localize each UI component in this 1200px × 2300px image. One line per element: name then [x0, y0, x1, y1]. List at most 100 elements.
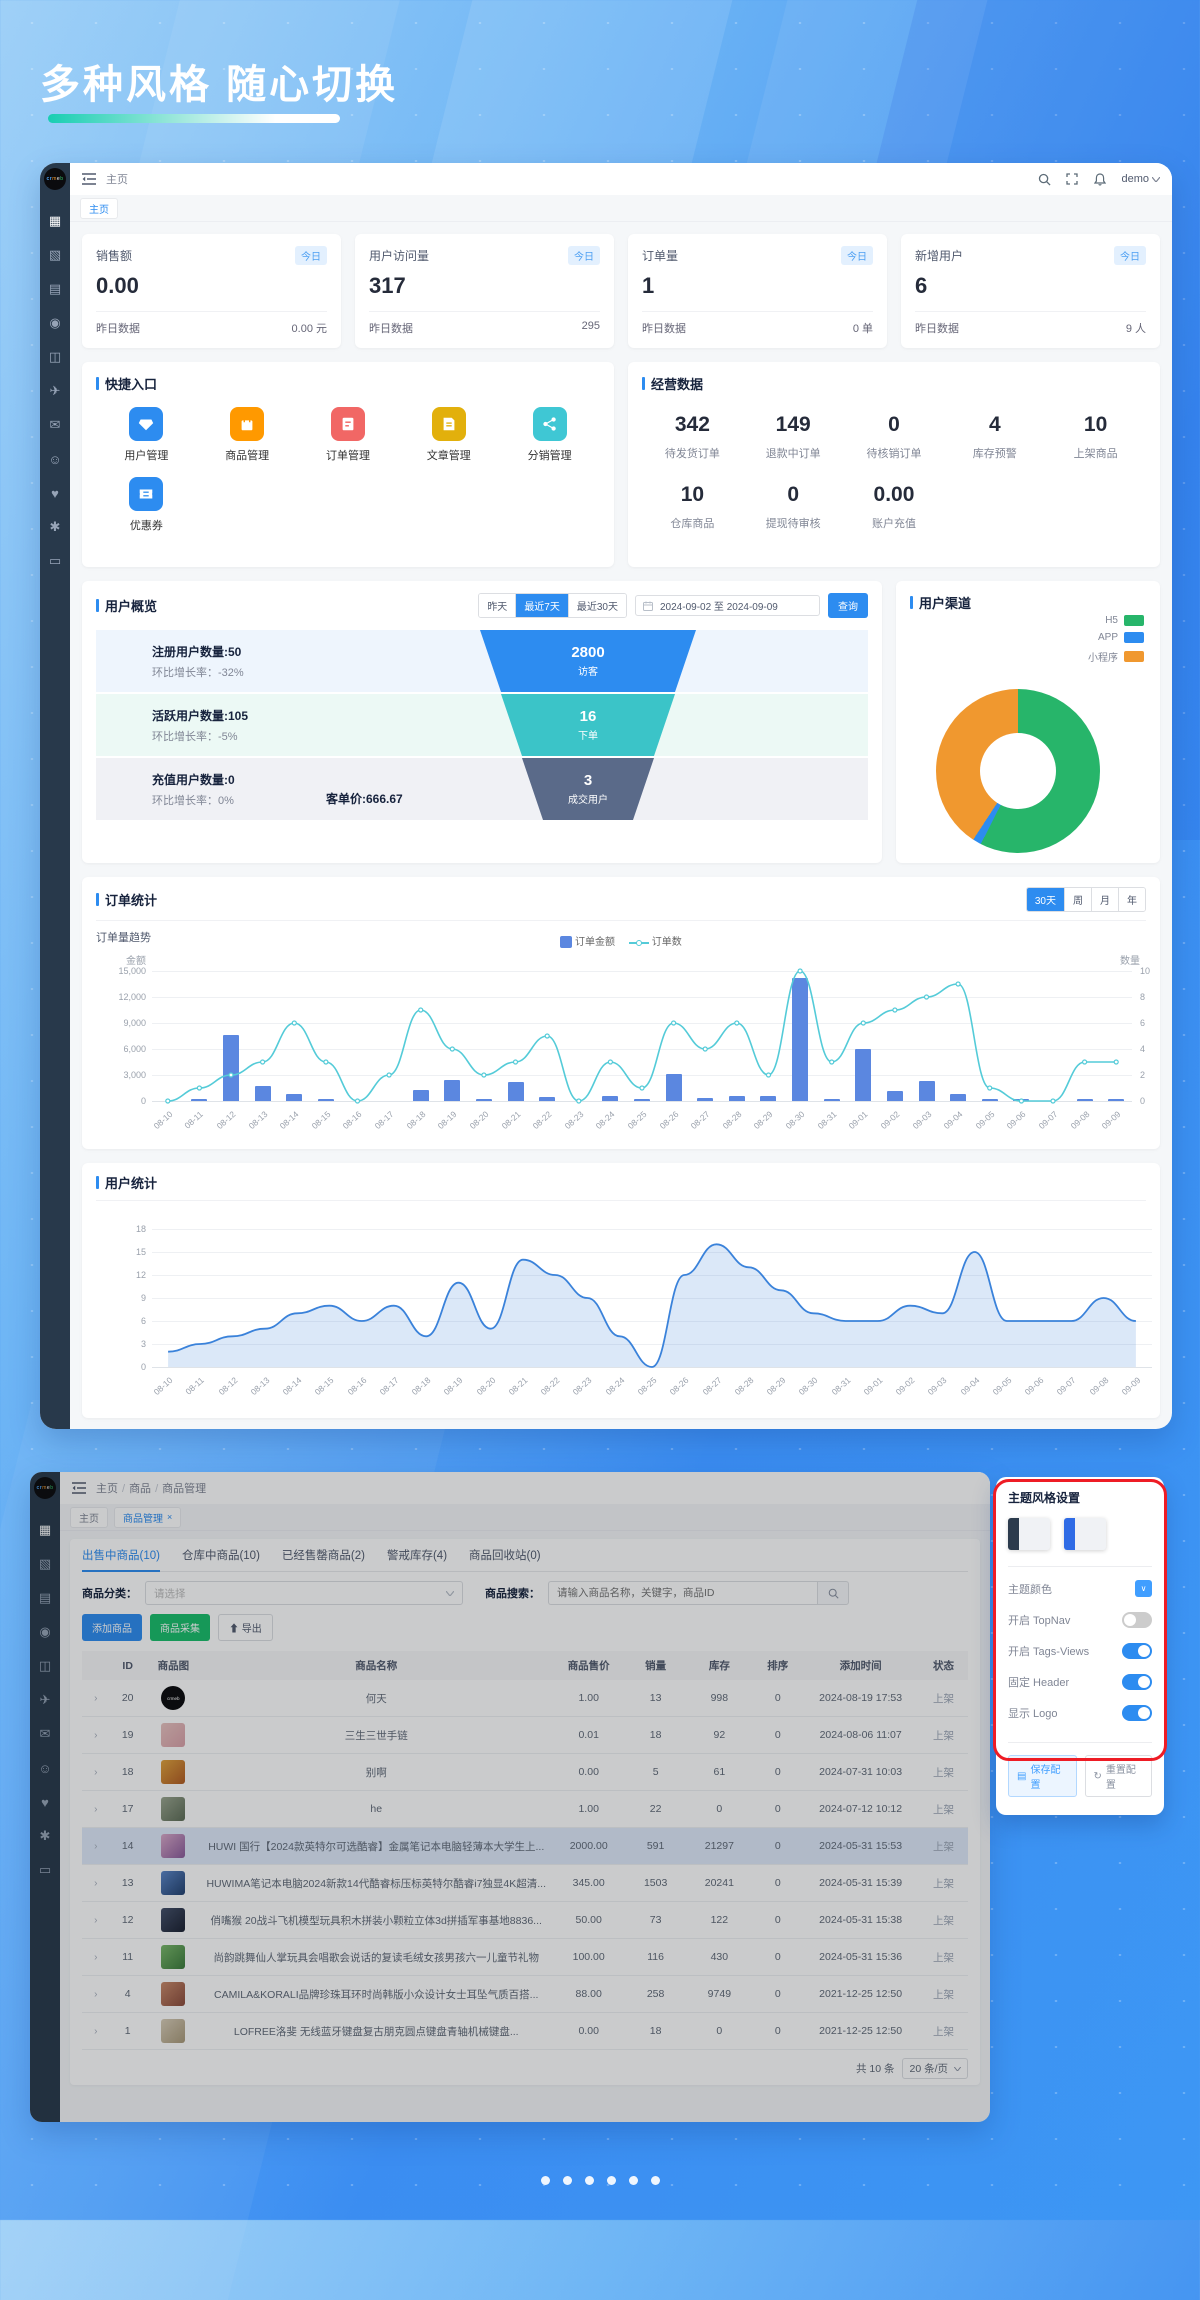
toggle-switch[interactable]: [1122, 1673, 1152, 1690]
carousel-dot[interactable]: [584, 2176, 594, 2185]
order-amount-bar[interactable]: [507, 1082, 524, 1102]
order-amount-bar[interactable]: [823, 1099, 840, 1102]
category-select[interactable]: 请选择: [145, 1581, 463, 1605]
range-button[interactable]: 年: [1119, 888, 1145, 911]
sidebar-members-icon[interactable]: ☺: [48, 451, 62, 467]
tag-商品管理[interactable]: 商品管理 ×: [114, 1506, 182, 1528]
expand-chevron-icon[interactable]: ›: [94, 1730, 98, 1741]
expand-cell[interactable]: ›: [82, 1753, 110, 1791]
order-amount-bar[interactable]: [444, 1079, 461, 1102]
table-row[interactable]: › 12 俏嘴猴 20战斗飞机模型玩具积木拼装小颗粒立体3d拼插军事基地8836..…: [82, 1901, 968, 1939]
save-config-button[interactable]: ▤ 保存配置: [1008, 1755, 1077, 1797]
add-product-button[interactable]: 添加商品: [82, 1614, 142, 1641]
expand-cell[interactable]: ›: [82, 1680, 110, 1717]
order-amount-bar[interactable]: [254, 1085, 271, 1102]
range-button[interactable]: 周: [1065, 888, 1092, 911]
carousel-dot[interactable]: [606, 2176, 616, 2185]
per-page-select[interactable]: 20 条/页: [902, 2058, 968, 2079]
order-amount-bar[interactable]: [792, 978, 809, 1102]
breadcrumb-item[interactable]: 商品管理: [162, 1483, 207, 1495]
sidebar-marketing-icon[interactable]: ♥: [41, 1794, 49, 1810]
expand-cell[interactable]: ›: [82, 1790, 110, 1828]
sidebar-messages-icon[interactable]: ✉: [39, 1726, 51, 1741]
sidebar-messages-icon[interactable]: ✉: [49, 417, 61, 432]
quick-entry-article-doc[interactable]: 文章管理: [398, 407, 499, 463]
order-amount-bar[interactable]: [760, 1096, 777, 1102]
notification-bell-icon[interactable]: [1093, 172, 1107, 186]
product-tab[interactable]: 仓库中商品(10): [181, 1550, 260, 1562]
expand-cell[interactable]: ›: [82, 1901, 110, 1939]
date-range-picker[interactable]: [635, 595, 820, 616]
sidebar-promotion-icon[interactable]: ✈: [39, 1692, 51, 1707]
sidebar-promotion-icon[interactable]: ✈: [49, 383, 61, 398]
table-row[interactable]: › 14 HUWI 国行【2024款英特尔可选酷睿】金属笔记本电脑轻薄本大学生上..…: [82, 1827, 968, 1865]
sidebar-statistics-icon[interactable]: ◫: [48, 349, 62, 364]
order-amount-bar[interactable]: [697, 1097, 714, 1102]
expand-chevron-icon[interactable]: ›: [94, 1989, 98, 2000]
legend-item-H5[interactable]: H5: [1105, 615, 1144, 626]
breadcrumb[interactable]: 主页: [106, 174, 128, 186]
tag-home[interactable]: 主页: [80, 197, 118, 219]
table-row[interactable]: › 20 crmeb 何天 1.00 13 998 0 2024-08-19 17:53 上架: [82, 1680, 968, 1717]
sidebar-settings-icon[interactable]: ✱: [49, 519, 61, 534]
table-row[interactable]: › 1 LOFREE洛斐 无线蓝牙键盘复古朋克圆点键盘青轴机械键盘... 0.00 18…: [82, 2012, 968, 2050]
product-tab[interactable]: 已经售罄商品(2): [281, 1550, 365, 1562]
sidebar-dashboard-icon[interactable]: ▦: [48, 213, 62, 228]
sidebar-members-icon[interactable]: ☺: [38, 1760, 52, 1776]
expand-chevron-icon[interactable]: ›: [94, 1767, 98, 1778]
user-menu[interactable]: demo: [1121, 173, 1160, 185]
toggle-switch[interactable]: [1122, 1704, 1152, 1721]
sidebar-devices-icon[interactable]: ▭: [38, 1862, 52, 1877]
sidebar-marketing-icon[interactable]: ♥: [51, 485, 59, 501]
table-row[interactable]: › 11 尚韵跳舞仙人掌玩具会唱歌会说话的复读毛绒女孩男孩六一儿童节礼物 100.00…: [82, 1938, 968, 1976]
expand-cell[interactable]: ›: [82, 1716, 110, 1754]
table-row[interactable]: › 4 CAMILA&KORALI品牌珍珠耳环时尚韩版小众设计女士耳坠气质百搭...…: [82, 1975, 968, 2013]
expand-cell[interactable]: ›: [82, 1975, 110, 2013]
sidebar-dashboard-icon[interactable]: ▦: [38, 1522, 52, 1537]
close-icon[interactable]: ×: [167, 1512, 173, 1522]
search-button[interactable]: [817, 1581, 849, 1605]
table-row[interactable]: › 18 别啊 0.00 5 61 0 2024-07-31 10:03 上架: [82, 1753, 968, 1791]
theme-color-picker[interactable]: ∨: [1135, 1580, 1152, 1597]
sidebar-devices-icon[interactable]: ▭: [48, 553, 62, 568]
carousel-dot[interactable]: [650, 2176, 660, 2185]
carousel-dot[interactable]: [562, 2176, 572, 2185]
order-amount-bar[interactable]: [950, 1093, 967, 1102]
carousel-dot[interactable]: [628, 2176, 638, 2185]
sidebar-statistics-icon[interactable]: ◫: [38, 1658, 52, 1673]
collapse-menu-icon[interactable]: [72, 1481, 86, 1495]
quick-entry-vip-diamond[interactable]: 用户管理: [96, 407, 197, 463]
product-tab[interactable]: 出售中商品(10): [82, 1539, 160, 1572]
toggle-switch[interactable]: [1122, 1611, 1152, 1628]
order-amount-bar[interactable]: [665, 1073, 682, 1102]
order-amount-bar[interactable]: [286, 1093, 303, 1102]
breadcrumb-item[interactable]: 商品: [129, 1483, 152, 1495]
range-button[interactable]: 最近7天: [516, 594, 569, 617]
order-amount-bar[interactable]: [634, 1099, 650, 1102]
collect-product-button[interactable]: 商品采集: [150, 1614, 210, 1641]
sidebar-orders-icon[interactable]: ▤: [48, 281, 62, 296]
sidebar-products-icon[interactable]: ▧: [38, 1556, 52, 1571]
expand-cell[interactable]: ›: [82, 1827, 110, 1865]
sidebar-settings-icon[interactable]: ✱: [39, 1828, 51, 1843]
expand-chevron-icon[interactable]: ›: [94, 1693, 98, 1704]
order-amount-bar[interactable]: [602, 1095, 619, 1102]
order-amount-bar[interactable]: [539, 1097, 556, 1102]
order-amount-bar[interactable]: [728, 1095, 745, 1102]
expand-chevron-icon[interactable]: ›: [94, 1878, 98, 1889]
order-amount-bar[interactable]: [223, 1034, 240, 1102]
expand-cell[interactable]: ›: [82, 1864, 110, 1902]
order-amount-bar[interactable]: [918, 1080, 935, 1102]
tag-主页[interactable]: 主页: [70, 1506, 108, 1528]
expand-chevron-icon[interactable]: ›: [94, 2026, 98, 2037]
range-button[interactable]: 月: [1092, 888, 1119, 911]
order-amount-bar[interactable]: [317, 1099, 334, 1102]
legend-item-小程序[interactable]: 小程序: [1088, 649, 1144, 664]
order-amount-bar[interactable]: [1076, 1098, 1093, 1102]
date-range-input[interactable]: [658, 599, 812, 612]
export-button[interactable]: ⬆ 导出: [218, 1614, 273, 1641]
toggle-switch[interactable]: [1122, 1642, 1152, 1659]
order-amount-bar[interactable]: [475, 1098, 492, 1102]
expand-chevron-icon[interactable]: ›: [94, 1915, 98, 1926]
quick-entry-coupon-ticket[interactable]: 优惠券: [96, 477, 197, 533]
